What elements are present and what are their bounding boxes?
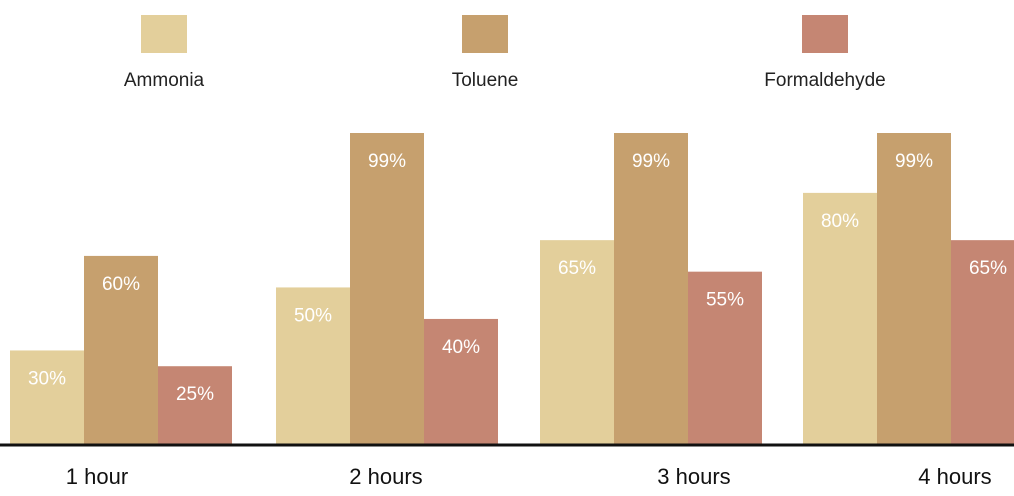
bar-toluene-2-hours — [350, 133, 424, 445]
bar-ammonia-4-hours — [803, 192, 877, 445]
legend-swatch-formaldehyde — [802, 15, 848, 53]
category-label-1-hour: 1 hour — [66, 464, 128, 489]
bar-ammonia-2-hours — [276, 287, 350, 445]
bar-ammonia-1-hour — [10, 350, 84, 445]
value-label-formaldehyde-1-hour: 25% — [176, 384, 214, 405]
bars-group: 30% 60% 25% 50% 99% 40% 65% 99% 55% 80% 99% 65% — [10, 133, 1014, 445]
value-label-ammonia-2-hours: 50% — [294, 305, 332, 326]
legend-label-formaldehyde: Formaldehyde — [764, 70, 885, 91]
bar-formaldehyde-2-hours — [424, 318, 498, 445]
value-label-formaldehyde-3-hours: 55% — [706, 290, 744, 311]
bar-toluene-3-hours — [614, 133, 688, 445]
category-label-4-hours: 4 hours — [918, 464, 991, 489]
value-label-ammonia-4-hours: 80% — [821, 211, 859, 232]
bar-formaldehyde-4-hours — [951, 240, 1014, 445]
bar-toluene-4-hours — [877, 133, 951, 445]
bar-formaldehyde-3-hours — [688, 271, 762, 445]
value-label-ammonia-1-hour: 30% — [28, 368, 66, 389]
category-label-2-hours: 2 hours — [349, 464, 422, 489]
value-label-toluene-4-hours: 99% — [895, 151, 933, 172]
value-label-toluene-2-hours: 99% — [368, 151, 406, 172]
value-label-toluene-1-hour: 60% — [102, 274, 140, 295]
legend-label-toluene: Toluene — [452, 70, 519, 91]
legend: Ammonia Toluene Formaldehyde — [124, 15, 886, 91]
bar-formaldehyde-1-hour — [158, 366, 232, 445]
category-labels: 1 hour 2 hours 3 hours 4 hours — [66, 464, 992, 489]
legend-swatch-toluene — [462, 15, 508, 53]
bar-ammonia-3-hours — [540, 240, 614, 445]
legend-label-ammonia: Ammonia — [124, 70, 205, 91]
bar-toluene-1-hour — [84, 255, 158, 445]
value-label-ammonia-3-hours: 65% — [558, 258, 596, 279]
legend-swatch-ammonia — [141, 15, 187, 53]
value-label-formaldehyde-4-hours: 65% — [969, 258, 1007, 279]
category-label-3-hours: 3 hours — [657, 464, 730, 489]
value-label-toluene-3-hours: 99% — [632, 151, 670, 172]
value-label-formaldehyde-2-hours: 40% — [442, 337, 480, 358]
